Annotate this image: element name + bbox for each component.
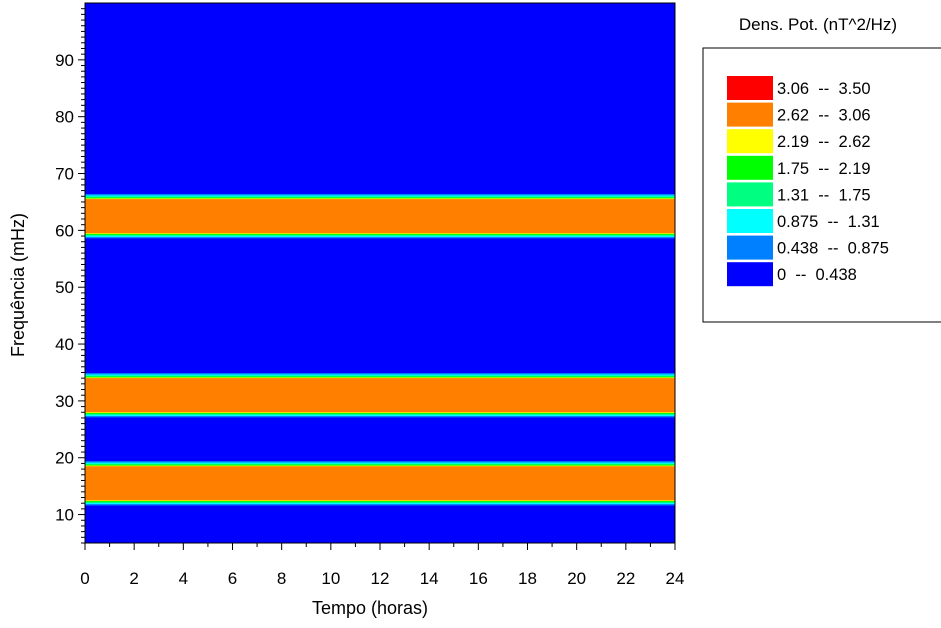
legend-label: 3.06 -- 3.50 — [777, 80, 871, 98]
legend-label: 1.31 -- 1.75 — [777, 186, 871, 204]
x-tick-label: 18 — [518, 569, 537, 588]
legend-swatch — [727, 102, 773, 127]
x-tick-label: 24 — [666, 569, 685, 588]
y-tick-label: 30 — [55, 392, 74, 411]
y-tick-label: 40 — [55, 335, 74, 354]
y-tick-label: 90 — [55, 51, 74, 70]
legend-label: 0 -- 0.438 — [777, 266, 857, 284]
y-tick-label: 70 — [55, 165, 74, 184]
legend: Dens. Pot. (nT^2/Hz) 3.06 -- 3.50 2.62 --… — [702, 15, 941, 323]
contour-band-2 — [85, 373, 675, 418]
legend-label: 2.19 -- 2.62 — [777, 133, 871, 151]
x-axis-label: Tempo (horas) — [312, 598, 428, 618]
x-tick-label: 8 — [277, 569, 286, 588]
contour-band-3 — [85, 193, 675, 239]
x-tick-label: 6 — [228, 569, 237, 588]
x-tick-label: 10 — [321, 569, 340, 588]
legend-label: 0.438 -- 0.875 — [777, 240, 889, 258]
legend-label: 1.75 -- 2.19 — [777, 160, 871, 178]
legend-swatch — [727, 209, 773, 233]
legend-label: 2.62 -- 3.06 — [777, 107, 871, 125]
x-tick-label: 0 — [80, 569, 89, 588]
contour-band-core — [85, 466, 675, 501]
legend-box — [702, 47, 941, 323]
contour-band-1 — [85, 461, 675, 506]
legend-swatch — [727, 76, 773, 100]
legend-swatch — [727, 235, 773, 260]
y-tick-label: 20 — [55, 449, 74, 468]
x-tick-label: 16 — [469, 569, 488, 588]
y-tick-label: 50 — [55, 278, 74, 297]
y-tick-label: 10 — [55, 506, 74, 525]
x-tick-label: 12 — [371, 569, 390, 588]
contour-band-core — [85, 199, 675, 234]
legend-swatch — [727, 129, 773, 154]
legend-swatch — [727, 262, 773, 287]
legend-swatch — [727, 182, 773, 207]
contour-band-core — [85, 378, 675, 413]
x-tick-label: 4 — [179, 569, 188, 588]
x-tick-label: 2 — [129, 569, 138, 588]
x-tick-label: 22 — [616, 569, 635, 588]
legend-label: 0.875 -- 1.31 — [777, 213, 880, 231]
y-axis-label: Frequência (mHz) — [8, 213, 28, 357]
legend-swatch — [727, 155, 773, 180]
y-tick-label: 80 — [55, 108, 74, 127]
y-tick-label: 60 — [55, 221, 74, 240]
plot-area — [85, 3, 675, 543]
x-tick-label: 20 — [567, 569, 586, 588]
legend-title: Dens. Pot. (nT^2/Hz) — [739, 15, 897, 34]
x-tick-label: 14 — [420, 569, 439, 588]
contour-background — [85, 3, 675, 543]
